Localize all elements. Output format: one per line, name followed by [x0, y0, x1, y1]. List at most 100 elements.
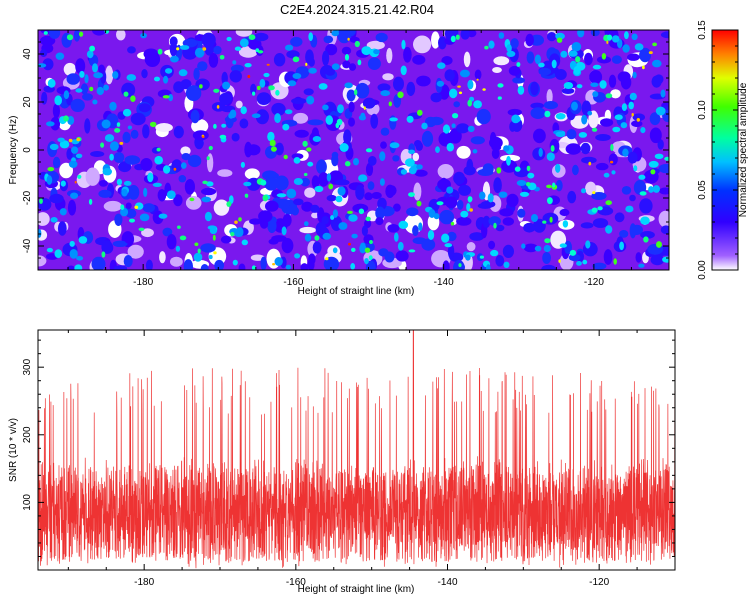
heatmap-cyan-blob: [308, 67, 317, 74]
heatmap-blue-blob: [590, 30, 600, 37]
heatmap-low-patch: [658, 210, 669, 228]
heatmap-cyan-blob: [46, 121, 55, 127]
heatmap-cyan-blob: [416, 164, 423, 170]
heatmap-blue-blob: [614, 212, 625, 223]
heatmap-green-blob: [552, 182, 556, 188]
heatmap-blue-blob: [187, 154, 202, 168]
heatmap-red-peak: [74, 180, 77, 184]
heatmap-blue-blob: [346, 89, 356, 102]
heatmap-green-blob: [39, 198, 43, 204]
heatmap-green-blob: [351, 247, 356, 252]
colorbar-label: Normalized spectral amplitude: [738, 82, 749, 217]
heatmap-blue-blob: [67, 199, 77, 216]
heatmap-cyan-blob: [47, 78, 56, 88]
heatmap-blue-blob: [331, 154, 339, 167]
heatmap-green-blob: [354, 40, 360, 48]
heatmap-cyan-blob: [397, 241, 404, 251]
heatmap-cyan-blob: [360, 242, 366, 248]
heatmap-low-patch: [431, 31, 440, 49]
heatmap-xtick-label: -140: [434, 277, 454, 288]
heatmap-cyan-blob: [555, 32, 565, 40]
heatmap-yellow-peak: [305, 62, 308, 66]
heatmap-cyan-blob: [304, 221, 309, 227]
heatmap-blue-blob: [611, 55, 622, 64]
heatmap-cyan-blob: [560, 50, 568, 58]
snr-ytick-label: 200: [22, 426, 33, 443]
heatmap-green-blob: [479, 255, 484, 259]
heatmap-blue-blob: [348, 101, 355, 113]
heatmap-cyan-blob: [69, 249, 78, 259]
heatmap-blue-blob: [506, 193, 519, 208]
heatmap-ytick-label: 0: [22, 147, 33, 153]
heatmap-blue-blob: [385, 184, 395, 198]
heatmap-blue-blob: [67, 265, 75, 270]
heatmap-cyan-blob: [612, 126, 621, 133]
heatmap-green-blob: [493, 222, 497, 229]
heatmap-cyan-blob: [163, 165, 171, 174]
heatmap-blue-blob: [414, 140, 422, 148]
heatmap-green-blob: [219, 134, 227, 139]
heatmap-low-patch: [493, 56, 510, 66]
heatmap-red-peak: [348, 242, 351, 246]
heatmap-blue-blob: [52, 156, 61, 169]
heatmap-low-patch: [217, 169, 233, 177]
heatmap-green-blob: [408, 192, 415, 198]
heatmap-blue-blob: [456, 123, 470, 134]
heatmap-cyan-blob: [358, 174, 368, 182]
heatmap-green-blob: [605, 200, 612, 206]
heatmap-cyan-blob: [418, 222, 423, 231]
heatmap-cyan-blob: [154, 76, 160, 82]
heatmap-yellow-peak: [363, 106, 366, 110]
heatmap-blue-blob: [412, 225, 419, 237]
heatmap-blue-blob: [178, 175, 187, 183]
heatmap-blue-blob: [348, 63, 357, 71]
heatmap-blue-blob: [555, 179, 563, 192]
heatmap-blue-blob: [549, 138, 560, 154]
heatmap-cyan-blob: [562, 220, 569, 228]
heatmap-cyan-blob: [503, 145, 510, 152]
heatmap-green-blob: [162, 95, 170, 99]
heatmap-cyan-blob: [67, 115, 75, 125]
heatmap-cyan-blob: [102, 168, 113, 176]
heatmap-red-peak: [610, 160, 614, 164]
heatmap-blue-blob: [502, 244, 514, 258]
heatmap-blue-blob: [439, 209, 455, 225]
heatmap-low-patch: [235, 30, 253, 37]
heatmap-cyan-blob: [163, 75, 169, 84]
heatmap-cyan-blob: [104, 134, 115, 142]
heatmap-cyan-blob: [194, 47, 205, 58]
heatmap-yellow-peak: [469, 208, 474, 212]
heatmap-green-blob: [526, 182, 531, 187]
colorbar-ticks: 0.00 0.05 0.10 0.15: [697, 20, 738, 280]
heatmap-ytick-label: -20: [22, 190, 33, 205]
heatmap-cyan-blob: [619, 241, 624, 251]
heatmap-green-blob: [368, 255, 373, 261]
heatmap-cyan-blob: [332, 209, 338, 218]
heatmap-axes: -180 -160 -140 -120 -40 -20 0 20 40: [22, 29, 670, 288]
heatmap-blue-blob: [362, 97, 376, 109]
colorbar: 0.00 0.05 0.10 0.15 Normalized spectral amp…: [697, 20, 749, 280]
heatmap-blue-blob: [499, 208, 514, 217]
heatmap-cyan-blob: [263, 72, 270, 78]
heatmap-ytick-label: 40: [22, 48, 33, 60]
snr-xtick-label: -180: [134, 577, 154, 588]
heatmap-blue-blob: [621, 186, 632, 195]
heatmap-yellow-peak: [588, 161, 592, 166]
heatmap-cyan-blob: [330, 215, 335, 220]
heatmap-green-blob: [656, 241, 662, 248]
heatmap-cyan-blob: [581, 188, 586, 194]
heatmap-blue-blob: [123, 255, 133, 268]
heatmap-cyan-blob: [208, 254, 213, 260]
heatmap-low-patch: [382, 73, 394, 81]
heatmap-blue-blob: [246, 144, 261, 156]
heatmap-cyan-blob: [154, 155, 163, 165]
heatmap-low-patch: [413, 182, 422, 201]
heatmap-cyan-blob: [38, 63, 47, 68]
heatmap-blue-blob: [619, 230, 629, 238]
heatmap-blue-blob: [627, 53, 640, 61]
heatmap-blue-blob: [208, 53, 219, 68]
heatmap-blue-blob: [482, 215, 491, 228]
heatmap-cyan-blob: [226, 36, 232, 42]
heatmap-ytick-label: 20: [22, 96, 33, 108]
